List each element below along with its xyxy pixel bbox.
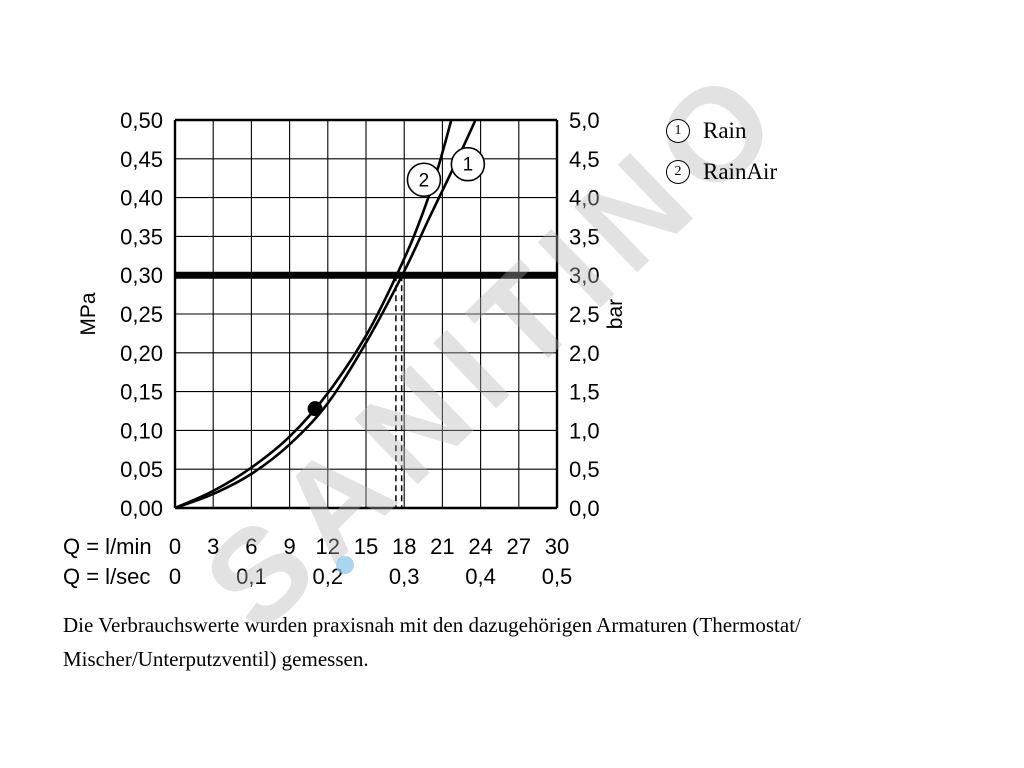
y-tick-bar: 1,5 — [569, 380, 600, 405]
x-tick-lmin: 15 — [354, 534, 378, 559]
y-tick-bar: 0,0 — [569, 496, 600, 521]
y-tick-mpa: 0,05 — [120, 457, 163, 482]
y-tick-mpa: 0,50 — [120, 108, 163, 133]
x-tick-lmin: 30 — [545, 534, 569, 559]
y-tick-mpa: 0,00 — [120, 496, 163, 521]
y-tick-mpa: 0,40 — [120, 186, 163, 211]
x-tick-lsec: 0,2 — [313, 564, 344, 589]
y-tick-bar: 4,0 — [569, 186, 600, 211]
y-tick-bar: 2,0 — [569, 341, 600, 366]
y-tick-mpa: 0,25 — [120, 302, 163, 327]
x-tick-lmin: 24 — [468, 534, 492, 559]
legend-symbol-1: 1 — [666, 119, 690, 143]
y-tick-mpa: 0,35 — [120, 224, 163, 249]
legend-label-rainair: RainAir — [703, 159, 778, 184]
x-tick-lsec: 0,3 — [389, 564, 420, 589]
x-axis-label-lsec: Q = l/sec — [63, 564, 150, 589]
x-tick-lsec: 0,1 — [236, 564, 267, 589]
y-tick-mpa: 0,10 — [120, 418, 163, 443]
y-axis-label-bar: bar — [604, 299, 627, 329]
x-tick-lmin: 18 — [392, 534, 416, 559]
caption-line-2: Mischer/Unterputzventil) gemessen. — [63, 647, 369, 671]
legend-label-rain: Rain — [703, 118, 747, 143]
x-tick-lmin: 21 — [430, 534, 454, 559]
x-tick-lsec: 0 — [169, 564, 181, 589]
x-tick-lmin: 9 — [283, 534, 295, 559]
series-curve-rain — [175, 120, 477, 508]
caption-line-1: Die Verbrauchswerte wurden praxisnah mit… — [63, 613, 801, 637]
caption: Die Verbrauchswerte wurden praxisnah mit… — [63, 608, 983, 676]
y-tick-mpa: 0,30 — [120, 263, 163, 288]
curve-label-number-2: 2 — [419, 170, 430, 191]
y-tick-mpa: 0,15 — [120, 380, 163, 405]
y-tick-bar: 3,5 — [569, 224, 600, 249]
x-tick-lmin: 27 — [507, 534, 531, 559]
y-tick-bar: 3,0 — [569, 263, 600, 288]
x-tick-lmin: 6 — [245, 534, 257, 559]
y-axis-label-mpa: MPa — [77, 292, 100, 336]
legend: 1 Rain 2 RainAir — [666, 118, 777, 200]
y-tick-bar: 2,5 — [569, 302, 600, 327]
y-tick-bar: 5,0 — [569, 108, 600, 133]
legend-symbol-2: 2 — [666, 160, 690, 184]
y-tick-bar: 1,0 — [569, 418, 600, 443]
y-tick-mpa: 0,45 — [120, 147, 163, 172]
curve-label-circle-2 — [406, 162, 442, 198]
x-tick-lsec: 0,4 — [465, 564, 496, 589]
x-tick-lmin: 3 — [207, 534, 219, 559]
series-curve-rainair — [175, 120, 453, 508]
y-tick-bar: 4,5 — [569, 147, 600, 172]
x-tick-lsec: 0,5 — [542, 564, 573, 589]
x-tick-lmin: 0 — [169, 534, 181, 559]
curves-group — [175, 120, 477, 508]
x-axis-label-lmin: Q = l/min — [63, 534, 152, 559]
y-tick-bar: 0,5 — [569, 457, 600, 482]
legend-item-rain: 1 Rain — [666, 118, 777, 144]
curve-label-number-1: 1 — [463, 155, 474, 176]
marker-dot — [307, 401, 323, 417]
curve-label-circle-1 — [450, 146, 486, 182]
legend-item-rainair: 2 RainAir — [666, 159, 777, 185]
y-tick-mpa: 0,20 — [120, 341, 163, 366]
x-tick-lmin: 12 — [316, 534, 340, 559]
